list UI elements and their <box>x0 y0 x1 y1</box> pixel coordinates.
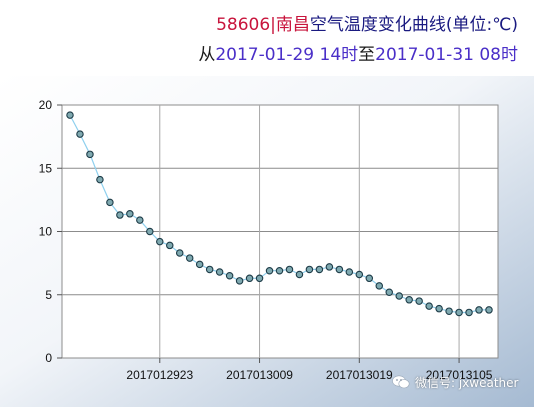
data-point <box>365 274 374 283</box>
y-axis-ticks: 0 5 10 15 20 <box>39 98 62 365</box>
y-gridlines <box>62 104 498 359</box>
from-label: 从 <box>198 45 216 65</box>
title-separator: | <box>270 15 276 35</box>
data-point <box>315 265 324 274</box>
time-range: 从2017-01-29 14时至2017-01-31 08时 <box>198 40 518 65</box>
data-point <box>335 265 344 274</box>
data-point <box>485 306 493 314</box>
data-point <box>225 272 234 280</box>
data-point <box>215 268 224 276</box>
chart-title-area: 58606|南昌空气温度变化曲线(单位:℃) 从2017-01-29 14时至2… <box>0 0 534 72</box>
start-time: 2017-01-29 14时 <box>215 45 359 65</box>
x-tick-label: 2017013009 <box>226 368 293 382</box>
watermark-text: 微信号: jxweather <box>415 375 519 390</box>
x-axis-ticks: 2017012923 2017013009 2017013019 2017013105 <box>126 358 493 382</box>
data-point <box>126 210 134 218</box>
data-point <box>285 265 294 274</box>
data-point <box>245 274 254 283</box>
data-point <box>445 307 453 315</box>
data-point <box>195 260 204 269</box>
data-point <box>375 282 384 290</box>
data-point <box>86 150 94 159</box>
watermark: 微信号: jxweather <box>392 371 518 393</box>
y-tick-label: 0 <box>45 351 52 365</box>
data-point <box>96 175 104 184</box>
data-point <box>185 254 194 262</box>
data-point <box>345 268 354 276</box>
x-tick-label: 2017013019 <box>326 368 393 382</box>
y-tick-label: 20 <box>39 98 53 112</box>
chart-container: 0 5 10 15 20 2017012923 2017013009 2017013019 2… <box>0 76 534 407</box>
y-tick-label: 15 <box>39 161 53 175</box>
data-point <box>76 130 84 138</box>
data-point <box>435 304 443 313</box>
data-point <box>116 211 124 219</box>
data-point <box>175 249 184 257</box>
station-id: 58606 <box>216 15 271 35</box>
to-label: 至 <box>358 45 376 65</box>
x-tick-label: 2017012923 <box>126 368 193 382</box>
data-point <box>405 296 413 304</box>
data-point <box>305 265 314 274</box>
data-point <box>235 277 244 285</box>
y-tick-label: 10 <box>39 225 53 239</box>
data-point <box>166 241 174 250</box>
end-time: 2017-01-31 08时 <box>375 45 518 65</box>
data-point <box>425 302 433 310</box>
data-point <box>295 270 304 279</box>
x-tick-label: 2017013105 <box>426 368 493 382</box>
city-name: 南昌 <box>275 15 310 35</box>
data-point <box>455 308 463 317</box>
data-point <box>385 288 393 296</box>
chart-title: 58606|南昌空气温度变化曲线(单位:℃) <box>216 10 518 35</box>
wechat-icon <box>392 375 410 389</box>
data-point <box>265 266 274 275</box>
data-point <box>275 266 284 275</box>
data-point <box>255 274 264 283</box>
data-point <box>415 297 423 305</box>
data-point <box>156 237 164 246</box>
data-point <box>325 263 334 271</box>
data-point <box>395 292 403 300</box>
y-tick-label: 5 <box>45 288 52 302</box>
data-point <box>66 111 74 119</box>
chart-title-text: 空气温度变化曲线(单位:℃) <box>309 15 518 35</box>
data-point <box>355 270 364 279</box>
data-point <box>146 227 154 236</box>
data-point <box>106 198 114 207</box>
data-point <box>205 265 214 274</box>
data-point <box>465 308 473 317</box>
data-point <box>136 216 144 224</box>
temperature-markers <box>66 111 493 317</box>
data-point <box>475 306 483 314</box>
